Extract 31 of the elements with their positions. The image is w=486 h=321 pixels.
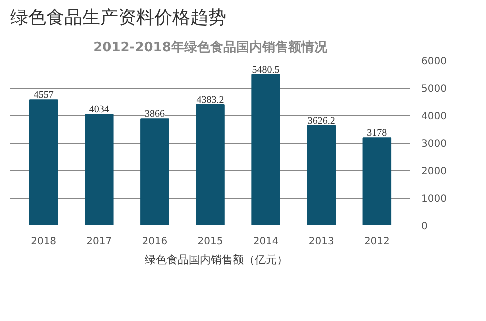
bar bbox=[85, 114, 114, 226]
y-tick-label: 1000 bbox=[422, 194, 447, 205]
chart-subtitle: 2012-2018年绿色食品国内销售额情况 bbox=[94, 40, 328, 56]
y-tick-label: 5000 bbox=[422, 84, 447, 95]
x-tick-label: 2012 bbox=[364, 236, 390, 248]
x-tick-label: 2014 bbox=[253, 236, 279, 248]
y-tick-label: 4000 bbox=[422, 112, 447, 122]
bar bbox=[196, 104, 225, 226]
data-label: 3178 bbox=[367, 128, 388, 140]
data-label: 5480.5 bbox=[252, 64, 280, 76]
data-label: 3626.2 bbox=[308, 116, 336, 127]
y-tick-label: 2000 bbox=[422, 166, 447, 178]
x-tick-label: 2015 bbox=[198, 236, 224, 248]
chart-title: 绿色食品生产资料价格趋势 bbox=[10, 8, 226, 28]
y-tick-label: 6000 bbox=[422, 56, 447, 68]
bar bbox=[29, 100, 58, 226]
bar bbox=[307, 125, 336, 226]
bar bbox=[362, 138, 392, 226]
y-tick-label: 3000 bbox=[422, 139, 447, 150]
x-tick-label: 2017 bbox=[86, 236, 112, 248]
bar bbox=[140, 118, 170, 226]
data-label: 4383.2 bbox=[196, 94, 224, 106]
text: 绿色食品国内销售额（亿元） bbox=[145, 252, 288, 268]
y-tick-label: 0 bbox=[422, 222, 428, 232]
x-tick-label: 2013 bbox=[308, 236, 334, 248]
x-tick-label: 2018 bbox=[31, 236, 57, 248]
data-label: 4034 bbox=[89, 104, 110, 116]
bar bbox=[252, 74, 280, 226]
x-tick-label: 2016 bbox=[142, 236, 168, 248]
data-label: 3866 bbox=[144, 109, 165, 120]
data-label: 4557 bbox=[34, 90, 54, 102]
